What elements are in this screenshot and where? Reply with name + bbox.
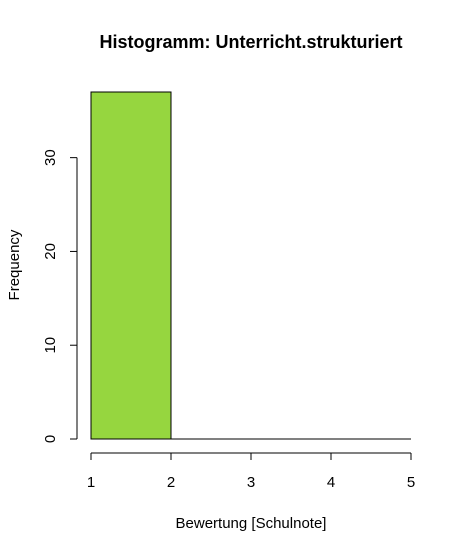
bars-group [90,91,411,440]
y-tick-label-20: 20 [42,243,59,260]
x-tick-label-4: 4 [327,474,335,491]
x-tick-label-1: 1 [87,474,95,491]
y-tick-label-10: 10 [42,337,59,354]
y-axis-label: Frequency [6,229,23,300]
x-axis-label: Bewertung [Schulnote] [176,515,327,532]
y-tick-label-0: 0 [42,435,59,443]
x-tick-label-2: 2 [167,474,175,491]
y-tick-label-30: 30 [42,149,59,166]
y-axis: 0 10 20 30 [42,149,78,443]
chart-title: Histogramm: Unterricht.strukturiert [99,32,402,52]
x-tick-label-5: 5 [407,474,415,491]
x-tick-label-3: 3 [247,474,255,491]
histogram-bar-1 [90,91,172,440]
x-axis: 1 2 3 4 5 [87,452,415,491]
